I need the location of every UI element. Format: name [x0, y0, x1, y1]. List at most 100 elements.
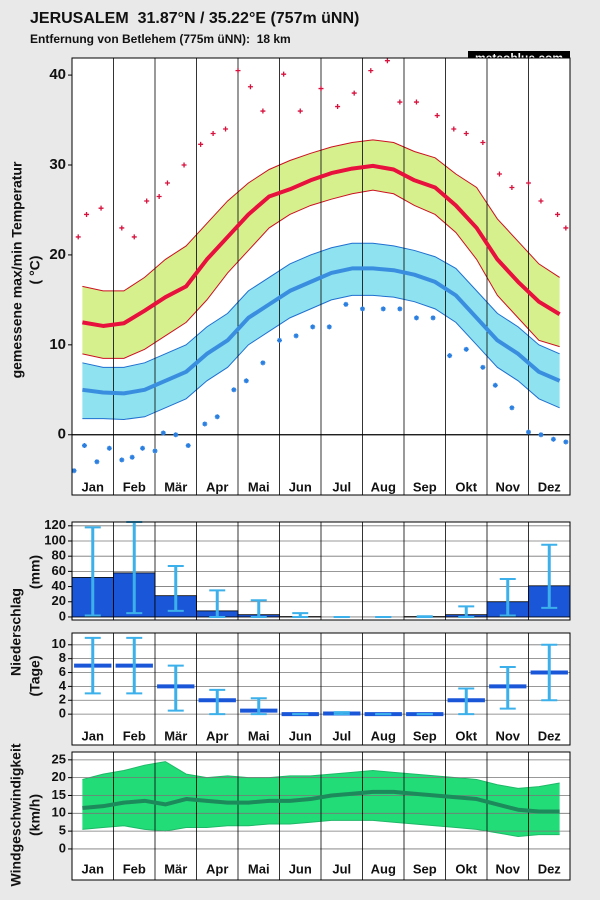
- point: [173, 432, 179, 438]
- point: [434, 113, 440, 119]
- point: [164, 180, 170, 186]
- x-tick-label: Jan: [82, 479, 104, 494]
- x-tick-label: Feb: [123, 728, 146, 743]
- y-tick-label: 60: [52, 563, 66, 578]
- y-axis-unit: (km/h): [27, 794, 43, 836]
- y-tick-label: 40: [52, 578, 66, 593]
- x-tick-label: Jul: [332, 861, 351, 876]
- x-tick-label: Dez: [538, 728, 562, 743]
- plot-frame: [71, 521, 571, 621]
- point: [563, 225, 569, 231]
- point: [131, 234, 137, 240]
- point: [98, 205, 104, 211]
- point: [413, 99, 419, 105]
- y-tick-label: 6: [59, 664, 66, 679]
- x-tick-label: Mär: [164, 479, 187, 494]
- x-tick-label: Okt: [455, 728, 477, 743]
- point: [380, 306, 386, 312]
- point: [106, 445, 112, 451]
- y-tick-label: 20: [52, 593, 66, 608]
- y-axis-label: Niederschlag: [8, 588, 24, 676]
- chart-title: JERUSALEM 31.87°N / 35.22°E (757m üNN): [30, 10, 359, 27]
- line: [82, 163, 561, 328]
- point: [75, 234, 81, 240]
- point: [144, 198, 150, 204]
- x-tick-label: Okt: [455, 479, 477, 494]
- x-tick-label: Okt: [455, 861, 477, 876]
- line: [82, 266, 561, 396]
- x-tick-label: Jul: [332, 728, 351, 743]
- x-tick-label: Aug: [371, 861, 396, 876]
- point: [480, 364, 486, 370]
- point: [243, 378, 249, 384]
- x-tick-label: Jan: [82, 728, 104, 743]
- point: [223, 126, 229, 132]
- x-tick-label: Apr: [206, 479, 228, 494]
- line: [82, 789, 560, 814]
- point: [496, 171, 502, 177]
- point: [509, 184, 515, 190]
- y-tick-label: 120: [44, 517, 66, 532]
- x-tick-label: Sep: [413, 728, 437, 743]
- point: [202, 421, 208, 427]
- point: [550, 436, 556, 442]
- y-tick-label: 40: [49, 66, 66, 83]
- x-tick-label: Dez: [538, 861, 562, 876]
- y-axis-unit: (mm): [27, 555, 43, 589]
- plot-frame: [71, 751, 571, 881]
- point: [181, 162, 187, 168]
- x-tick-label: Dez: [538, 479, 562, 494]
- plot-frame: [71, 632, 571, 746]
- point: [84, 211, 90, 217]
- y-tick-label: 20: [52, 769, 66, 784]
- y-tick-label: 10: [49, 336, 66, 353]
- y-tick-label: 25: [52, 751, 66, 766]
- point: [447, 353, 453, 359]
- point: [463, 346, 469, 352]
- x-tick-label: Feb: [123, 861, 146, 876]
- point: [71, 468, 77, 474]
- point: [247, 84, 253, 90]
- point: [119, 457, 125, 463]
- y-tick-label: 10: [52, 805, 66, 820]
- point: [156, 193, 162, 199]
- x-tick-label: Apr: [206, 728, 228, 743]
- x-tick-label: Aug: [371, 479, 396, 494]
- plot-frame: [71, 57, 571, 496]
- y-tick-label: 0: [59, 840, 66, 855]
- point: [526, 180, 531, 186]
- x-tick-label: Mai: [248, 728, 270, 743]
- subtitle: Entfernung von Betlehem (775m üNN): 18 k…: [30, 32, 291, 46]
- point: [81, 443, 87, 449]
- point: [198, 141, 204, 147]
- point: [368, 68, 374, 74]
- y-tick-label: 4: [59, 678, 67, 693]
- y-tick-label: 20: [49, 246, 66, 263]
- point: [480, 140, 486, 146]
- x-tick-label: Mai: [248, 861, 270, 876]
- x-tick-label: Mär: [164, 728, 187, 743]
- point: [231, 387, 237, 393]
- point: [326, 324, 332, 330]
- x-tick-label: Jan: [82, 861, 104, 876]
- y-tick-label: 0: [58, 426, 66, 443]
- y-tick-label: 15: [52, 787, 66, 802]
- point: [451, 126, 457, 132]
- y-tick-label: 100: [44, 532, 66, 547]
- point: [260, 360, 266, 366]
- point: [260, 108, 266, 114]
- x-tick-label: Mai: [248, 479, 270, 494]
- y-axis-label: gemessene max/min Temperatur: [9, 161, 25, 378]
- point: [563, 439, 569, 445]
- point: [297, 108, 303, 114]
- point: [94, 459, 100, 465]
- y-axis-label: Windgeschwindigkeit: [8, 743, 24, 886]
- x-tick-label: Nov: [495, 861, 520, 876]
- y-tick-label: 80: [52, 548, 66, 563]
- point: [335, 104, 341, 110]
- point: [210, 131, 216, 137]
- x-tick-label: Jun: [289, 728, 312, 743]
- point: [397, 306, 403, 312]
- point: [555, 211, 561, 217]
